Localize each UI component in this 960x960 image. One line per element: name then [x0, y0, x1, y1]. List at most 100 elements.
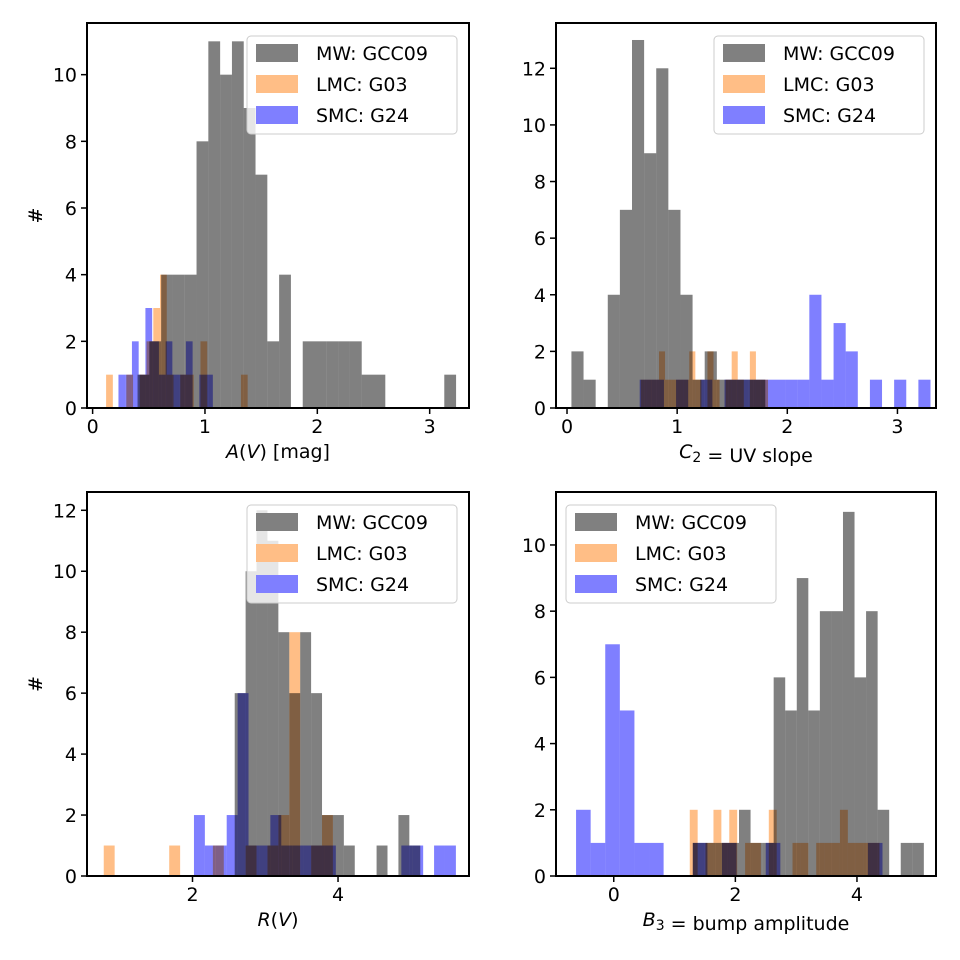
mw-legend-swatch — [256, 513, 298, 531]
mw-bar — [256, 510, 268, 876]
lmc-bar — [665, 379, 672, 408]
lmc-bar — [240, 374, 248, 408]
y-tick-label: 6 — [534, 228, 546, 250]
smc-legend-swatch — [256, 106, 298, 124]
x-tick-label: 0 — [561, 416, 573, 438]
lmc-bar — [705, 842, 714, 876]
lmc-legend-label: LMC: G03 — [635, 543, 727, 565]
smc-bar — [721, 842, 737, 876]
smc-bar — [172, 374, 180, 408]
smc-bar — [303, 845, 315, 876]
smc-bar — [700, 379, 713, 408]
mw-legend-label: MW: GCC09 — [635, 512, 747, 534]
y-tick-label: 8 — [534, 601, 546, 623]
lmc-bar — [792, 842, 801, 876]
mw-bar — [444, 374, 457, 408]
lmc-legend-label: LMC: G03 — [316, 543, 408, 565]
mw-bar — [311, 693, 323, 876]
smc-bar — [152, 341, 159, 408]
smc-bar — [634, 842, 650, 876]
y-tick-label: 2 — [534, 341, 546, 363]
lmc-bar — [745, 842, 753, 876]
mw-bar — [583, 379, 596, 408]
histogram-panel-3: 2 4 0 2 4 6 8 10 12 # R(V) MW: GCC09 LMC: G03 SMC: G2… — [25, 491, 470, 931]
lmc-bar — [160, 274, 167, 408]
smc-bar — [158, 374, 166, 408]
x-axis-label: C2 = UV slope — [679, 441, 813, 467]
mw-bar — [866, 611, 878, 876]
y-tick-label: 4 — [65, 744, 77, 766]
mw-series — [137, 41, 457, 409]
y-tick-label: 6 — [65, 683, 77, 705]
mw-bar — [302, 341, 315, 408]
mw-bar — [279, 274, 291, 408]
mw-bar — [343, 845, 355, 876]
mw-bar — [668, 209, 681, 408]
smc-bar — [215, 845, 227, 876]
smc-bar — [145, 308, 153, 408]
smc-bar — [576, 809, 591, 876]
mw-bar — [785, 710, 797, 876]
y-tick-label: 12 — [53, 500, 77, 522]
mw-bar — [361, 374, 374, 408]
smc-bar — [676, 379, 689, 408]
smc-bar — [590, 842, 606, 876]
smc-bar — [185, 341, 193, 408]
smc-bar — [692, 842, 708, 876]
mw-bar — [314, 341, 327, 408]
y-tick-label: 8 — [65, 131, 77, 153]
axes-frame — [86, 22, 470, 409]
smc-legend-label: SMC: G24 — [783, 105, 876, 127]
mw-bar — [607, 294, 620, 408]
mw-legend-swatch — [575, 513, 617, 531]
smc-bar — [869, 379, 883, 408]
mw-bar — [300, 632, 312, 876]
x-tick-label: 0 — [87, 416, 99, 438]
mw-bar — [245, 571, 257, 876]
y-tick-label: 12 — [522, 58, 546, 80]
lmc-bar — [713, 379, 720, 408]
y-tick-label: 8 — [534, 172, 546, 194]
y-tick-label: 6 — [65, 198, 77, 220]
y-tick-label: 10 — [522, 535, 546, 557]
y-tick-label: 2 — [65, 805, 77, 827]
legend: MW: GCC09 LMC: G03 SMC: G24 — [565, 504, 777, 604]
lmc-bar — [689, 809, 698, 876]
lmc-bar — [671, 379, 678, 408]
lmc-bar — [824, 842, 833, 876]
smc-bar — [867, 842, 883, 876]
smc-bar — [918, 379, 931, 408]
lmc-legend-swatch — [256, 544, 298, 562]
lmc-bar — [855, 842, 864, 876]
lmc-legend-swatch — [575, 544, 617, 562]
x-tick-label: 4 — [332, 884, 344, 906]
smc-bar — [785, 379, 798, 408]
legend: MW: GCC09 LMC: G03 SMC: G24 — [713, 35, 925, 135]
x-tick-label: 1 — [671, 416, 683, 438]
smc-bar — [772, 379, 786, 408]
smc-legend-label: SMC: G24 — [635, 574, 728, 596]
smc-series — [118, 308, 213, 408]
mw-legend-label: MW: GCC09 — [316, 43, 428, 65]
y-axis-label: # — [25, 676, 47, 692]
x-axis-label: A(V) [mag] — [224, 441, 330, 463]
smc-bar — [248, 845, 260, 876]
smc-bar — [809, 294, 822, 408]
mw-bar — [376, 845, 388, 876]
mw-bar — [220, 74, 232, 409]
mw-bar — [338, 341, 350, 408]
smc-bar — [206, 374, 213, 408]
smc-bar — [125, 374, 132, 408]
mw-bar — [796, 578, 809, 876]
smc-bar — [639, 379, 652, 408]
lmc-legend-label: LMC: G03 — [316, 74, 408, 96]
y-tick-label: 4 — [534, 734, 546, 756]
smc-bar — [281, 845, 293, 876]
lmc-bar — [695, 379, 702, 408]
smc-bar — [401, 845, 413, 876]
lmc-series — [689, 809, 880, 876]
y-tick-label: 6 — [534, 667, 546, 689]
smc-bar — [605, 644, 620, 876]
